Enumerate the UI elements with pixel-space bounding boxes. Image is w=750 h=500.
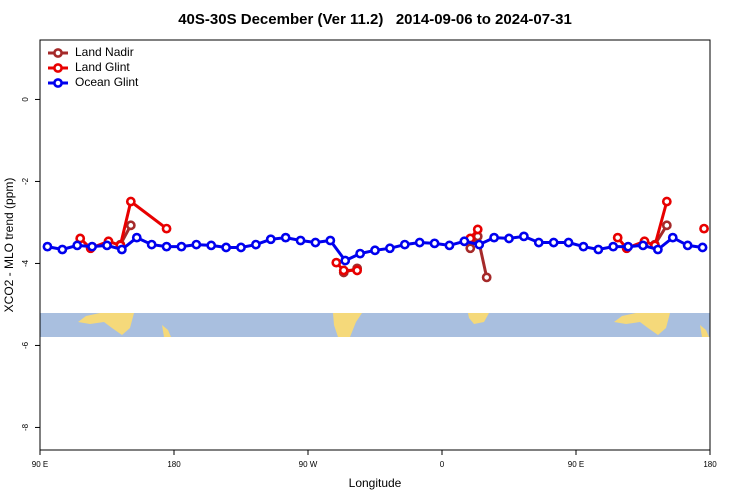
point: [518, 231, 529, 242]
point: [236, 242, 246, 253]
point: [465, 243, 476, 254]
point: [102, 240, 112, 251]
point: [472, 224, 483, 235]
x-tick-label: 90 E: [568, 460, 584, 469]
legend-label: Land Glint: [75, 60, 130, 74]
point: [481, 272, 492, 283]
point: [578, 241, 589, 252]
point: [331, 257, 342, 268]
point: [280, 232, 291, 243]
point: [661, 220, 672, 231]
point: [661, 196, 672, 207]
point: [504, 233, 514, 244]
point: [548, 237, 559, 248]
legend-marker: [53, 48, 63, 58]
point: [116, 244, 127, 255]
legend-label: Ocean Glint: [75, 75, 139, 89]
point: [42, 241, 53, 252]
point: [206, 240, 217, 251]
map-band: [40, 313, 710, 337]
point: [682, 240, 693, 251]
y-tick-label: -6: [21, 341, 30, 349]
y-axis-label: XCO2 - MLO trend (ppm): [2, 178, 16, 313]
ocean-strip: [40, 313, 710, 337]
land: [614, 313, 670, 335]
land: [333, 313, 362, 337]
point: [161, 241, 172, 252]
point: [608, 241, 619, 252]
point: [221, 242, 232, 253]
point: [325, 235, 336, 246]
point: [533, 237, 544, 248]
point: [265, 234, 276, 245]
chart-title: 40S-30S December (Ver 11.2) 2014-09-06 t…: [178, 11, 572, 28]
land: [162, 325, 171, 337]
land: [78, 313, 134, 335]
point: [623, 241, 634, 252]
x-tick-label: 90 E: [32, 460, 48, 469]
y-tick-label: 0: [21, 97, 30, 102]
point: [652, 244, 663, 255]
point: [87, 241, 98, 252]
point: [667, 232, 678, 243]
point: [563, 237, 574, 248]
x-axis-label: Longitude: [349, 476, 402, 490]
legend-marker: [53, 63, 63, 73]
point: [352, 265, 363, 276]
point: [593, 244, 604, 255]
point: [295, 235, 306, 246]
point: [125, 196, 136, 207]
y-tick-label: -8: [21, 423, 30, 431]
point: [474, 239, 485, 250]
series-line: [80, 202, 704, 271]
x-tick-label: 90 W: [299, 460, 318, 469]
point: [414, 237, 425, 248]
point: [699, 223, 709, 234]
land: [468, 313, 489, 324]
point: [429, 238, 440, 249]
point: [370, 245, 380, 256]
point: [384, 243, 395, 254]
series-line: [119, 224, 669, 278]
point: [697, 242, 708, 253]
point: [146, 239, 157, 250]
point: [72, 240, 83, 251]
point: [399, 239, 410, 250]
point: [338, 265, 349, 276]
x-tick-label: 180: [167, 460, 181, 469]
point: [489, 232, 500, 243]
legend-marker: [53, 78, 63, 88]
point: [638, 240, 648, 251]
point: [340, 255, 351, 266]
land: [700, 325, 709, 337]
point: [459, 236, 470, 247]
y-tick-label: -2: [21, 177, 30, 185]
legend-label: Land Nadir: [75, 45, 134, 59]
point: [125, 220, 136, 231]
point: [57, 244, 68, 255]
point: [612, 232, 623, 243]
x-tick-label: 0: [440, 460, 445, 469]
point: [176, 241, 187, 252]
point: [161, 223, 172, 234]
x-tick-label: 180: [703, 460, 717, 469]
plot-frame: [39, 39, 711, 451]
point: [191, 239, 202, 250]
point: [355, 248, 366, 259]
point: [310, 237, 321, 248]
point: [131, 232, 142, 243]
point: [250, 239, 261, 250]
point: [444, 240, 455, 251]
y-tick-label: -4: [21, 259, 30, 267]
